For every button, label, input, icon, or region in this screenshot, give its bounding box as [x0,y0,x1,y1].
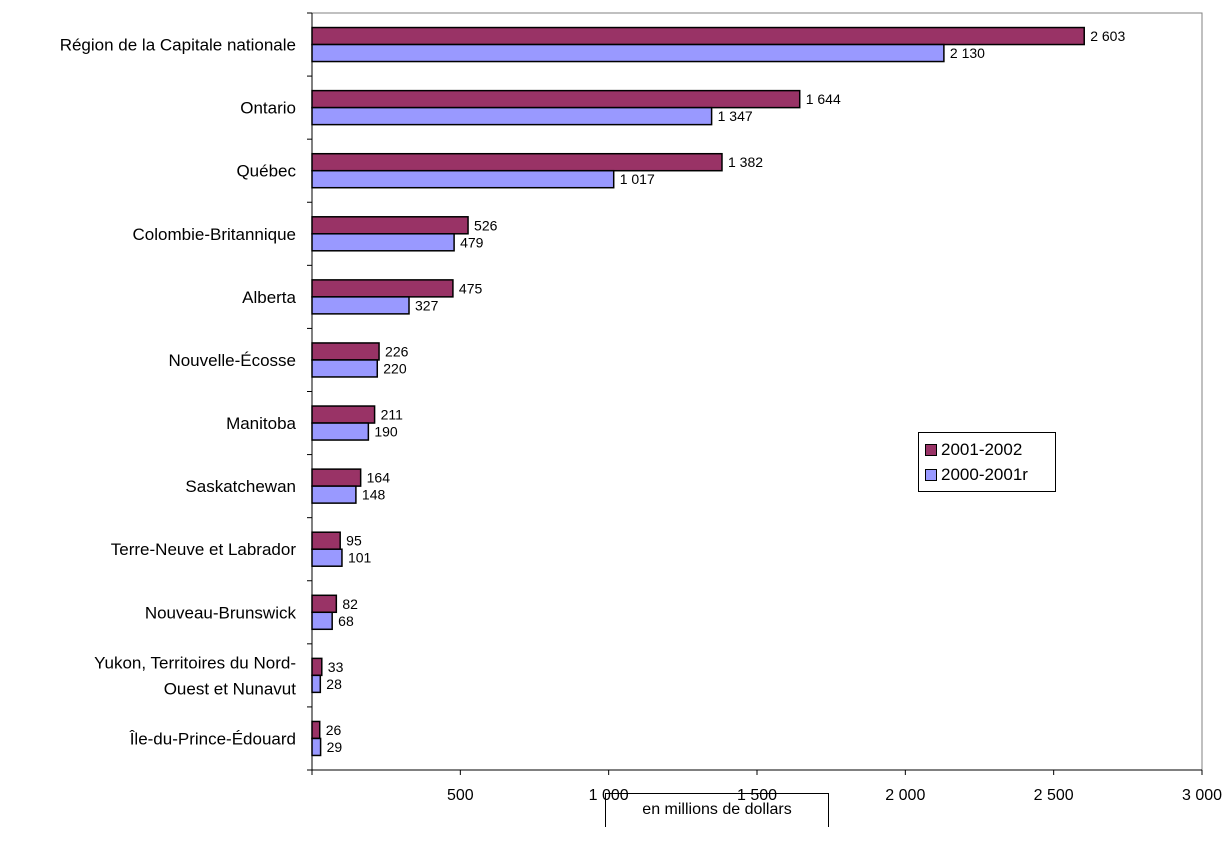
bar [311,548,343,567]
plot-area: 500 1 000 1 500 2 000 2 500 3 000 2 603 2 130 Ré… [60,12,1222,804]
data-label: 28 [326,676,342,692]
data-label: 148 [362,487,386,503]
data-label: 327 [415,297,439,313]
x-axis-title: en millions de dollars [605,793,829,827]
category-label: Terre-Neuve et Labrador [111,540,297,559]
data-label: 1 017 [620,171,655,187]
legend-item-series-1: 2001-2002 [925,437,1055,462]
bar [311,611,333,631]
data-label: 211 [381,407,404,423]
legend: 2001-2002 2000-2001r [918,432,1056,492]
bar [311,422,370,441]
bar [311,737,322,757]
data-label: 475 [459,280,483,296]
bar [311,342,380,361]
category-label: Québec [236,162,296,181]
bar [311,43,945,63]
bar [311,485,357,504]
legend-label-series-2: 2000-2001r [941,464,1028,484]
bar [311,674,322,694]
category-label: Nouveau-Brunswick [145,603,297,622]
category-label: Ouest et Nunavut [164,679,297,698]
data-label: 95 [346,533,362,549]
data-label: 101 [348,550,372,566]
x-tick-label: 1 000 [589,787,629,804]
bar [311,26,1085,46]
bar [311,405,376,424]
category-label: Saskatchewan [185,477,296,496]
data-label: 1 644 [806,91,841,107]
category-label: Ontario [240,99,296,118]
bar [311,106,713,126]
data-label: 2 130 [950,45,985,61]
bar [311,657,323,677]
category-label: Nouvelle-Écosse [168,351,296,370]
legend-label-series-1: 2001-2002 [941,439,1023,459]
bar [311,279,454,298]
data-label: 1 382 [728,154,763,170]
data-label: 164 [367,470,391,486]
category-label: Yukon, Territoires du Nord- [94,653,296,672]
bar [311,594,338,614]
bar [311,233,455,252]
category-label: Île-du-Prince-Édouard [129,729,296,748]
bar [311,152,723,172]
category-label: Colombie-Britannique [133,225,296,244]
bar [311,89,801,109]
x-tick-label: 2 000 [885,787,925,804]
category-label: Manitoba [226,414,296,433]
data-label: 1 347 [718,108,753,124]
plot-frame [311,12,1203,771]
bar [311,216,469,235]
x-tick-label: 2 500 [1034,787,1074,804]
data-label: 526 [474,217,498,233]
legend-item-series-2: 2000-2001r [925,462,1055,487]
category-label: Alberta [242,288,296,307]
data-label: 190 [374,424,398,440]
x-tick-label: 1 500 [737,787,777,804]
data-label: 220 [383,360,407,376]
data-label: 2 603 [1090,28,1125,44]
bar [311,169,615,189]
legend-swatch-series-2 [925,468,937,481]
data-label: 33 [328,659,344,675]
data-label: 29 [327,739,343,755]
x-tick-label: 500 [447,787,474,804]
bar [311,468,362,487]
data-label: 68 [338,613,354,629]
x-tick-label: 3 000 [1182,787,1222,804]
bar [311,720,321,740]
category-label: Région de la Capitale nationale [60,36,296,55]
data-label: 82 [342,596,358,612]
bar [311,296,410,315]
legend-swatch-series-1 [925,443,937,456]
data-label: 26 [326,722,342,738]
data-label: 479 [460,234,484,250]
bar [311,531,341,550]
bar [311,359,379,378]
data-label: 226 [385,343,409,359]
